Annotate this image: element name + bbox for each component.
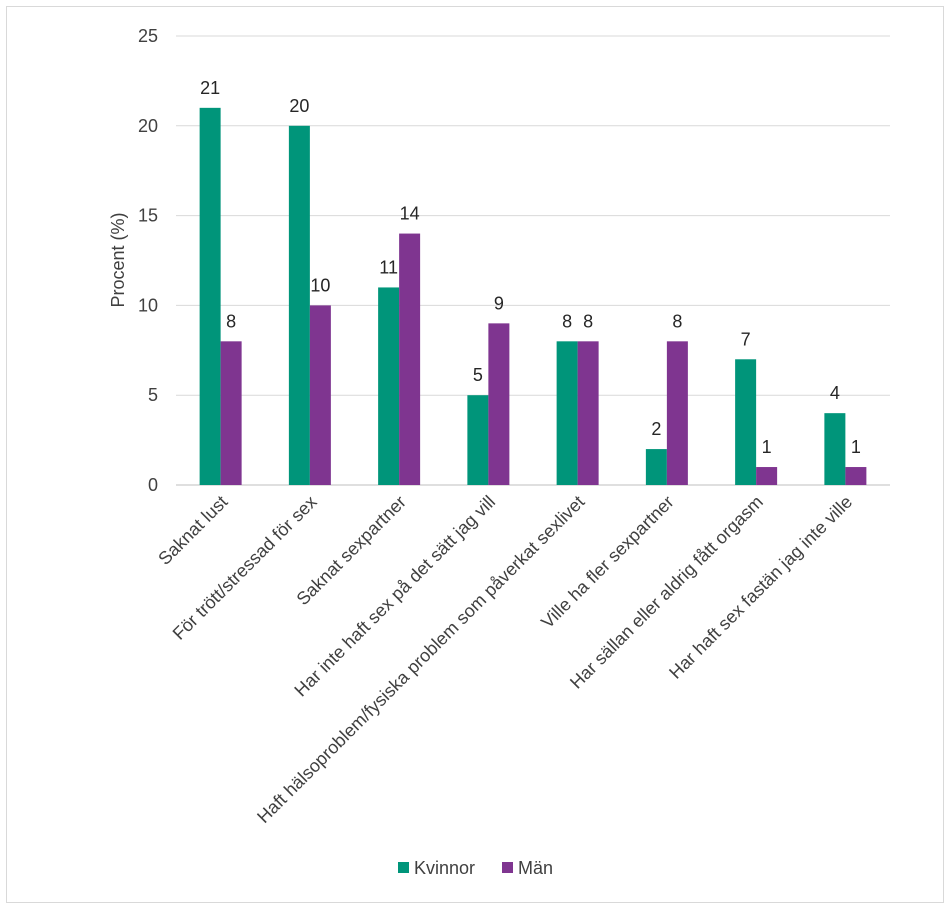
bar-man: [399, 233, 421, 485]
data-label: 10: [310, 275, 330, 295]
bar-man: [756, 467, 778, 485]
bar-kvinnor: [378, 287, 400, 485]
bar-man: [220, 341, 242, 485]
bar-man: [488, 323, 510, 485]
bar-kvinnor: [199, 107, 221, 485]
y-tick-label: 15: [138, 206, 158, 226]
y-axis-ticks: 0 5 10 15 20 25: [138, 26, 158, 495]
bar-kvinnor: [645, 449, 667, 485]
x-tick-label: Saknat lust: [154, 492, 231, 569]
data-label: 5: [473, 365, 483, 385]
bar-kvinnor: [556, 341, 578, 485]
y-axis-title: Procent (%): [108, 212, 128, 307]
data-label: 1: [851, 437, 861, 457]
bar-man: [845, 467, 867, 485]
y-tick-label: 5: [148, 385, 158, 405]
data-label: 14: [400, 204, 420, 224]
legend-label: Män: [518, 858, 553, 878]
y-tick-label: 20: [138, 116, 158, 136]
bar-kvinnor: [467, 395, 489, 485]
bars: [199, 107, 867, 486]
bar-man: [577, 341, 599, 485]
data-label: 4: [830, 383, 840, 403]
data-label: 2: [651, 419, 661, 439]
bar-kvinnor: [824, 413, 846, 485]
data-label: 8: [583, 311, 593, 331]
data-label: 1: [762, 437, 772, 457]
data-label: 9: [494, 293, 504, 313]
data-label: 8: [562, 311, 572, 331]
data-label: 11: [379, 257, 398, 277]
legend-swatch: [502, 862, 513, 873]
data-label: 21: [200, 78, 220, 98]
gridlines: [176, 35, 890, 486]
data-label: 8: [672, 311, 682, 331]
legend-label: Kvinnor: [414, 858, 475, 878]
data-label: 20: [289, 96, 309, 116]
bar-man: [666, 341, 688, 485]
x-tick-label: Har sällan eller aldrig fått orgasm: [566, 492, 767, 693]
y-tick-label: 10: [138, 295, 158, 315]
legend-swatch: [398, 862, 409, 873]
x-tick-label: Har inte haft sex på det sätt jag vill: [290, 492, 499, 701]
bar-man: [309, 305, 331, 485]
data-label: 8: [226, 311, 236, 331]
bar-kvinnor: [288, 125, 310, 486]
x-tick-label: Haft hälsoproblem/fysiska problem som på…: [253, 492, 588, 827]
y-tick-label: 25: [138, 26, 158, 46]
legend: Kvinnor Män: [398, 858, 553, 878]
data-label: 7: [741, 329, 751, 349]
bar-kvinnor: [735, 359, 757, 485]
x-tick-label: Har haft sex fastän jag inte ville: [665, 492, 856, 683]
x-tick-label: För trött/stressad för sex: [169, 492, 321, 644]
y-tick-label: 0: [148, 475, 158, 495]
